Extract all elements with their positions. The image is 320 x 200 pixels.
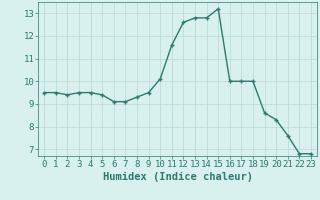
X-axis label: Humidex (Indice chaleur): Humidex (Indice chaleur) (103, 172, 252, 182)
